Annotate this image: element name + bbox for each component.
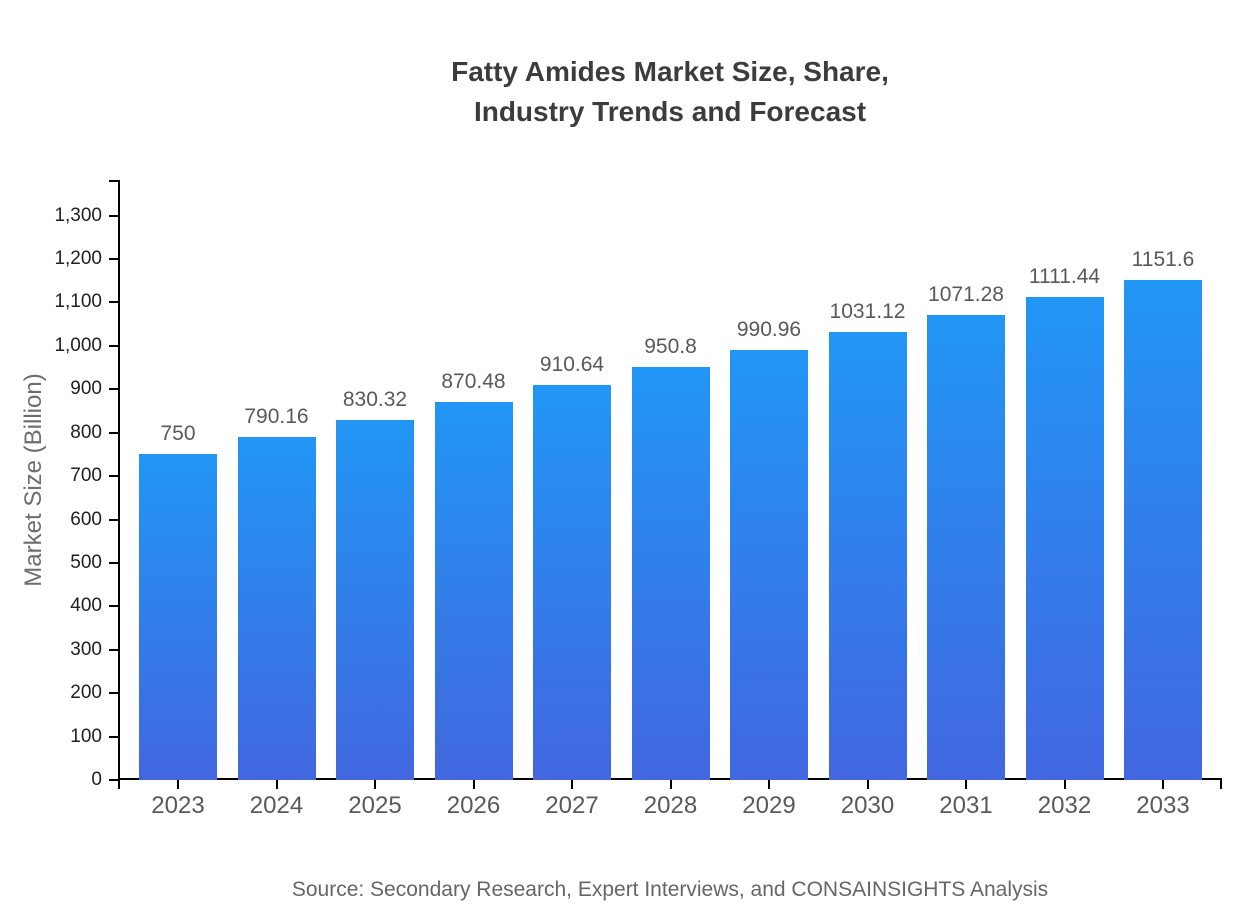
y-tick-mark	[109, 388, 118, 391]
y-tick-mark	[109, 518, 118, 521]
x-tick-mark-2023	[177, 780, 179, 789]
bar-2025[interactable]	[336, 419, 414, 780]
y-tick-mark	[109, 214, 118, 217]
bar-value-label-2031: 1071.28	[928, 282, 1004, 306]
y-axis-line	[118, 180, 120, 782]
bar-2027[interactable]	[533, 384, 611, 780]
y-axis-endcap-tick	[109, 180, 118, 182]
y-tick-mark	[109, 258, 118, 261]
bar-value-label-2026: 870.48	[441, 370, 506, 394]
y-tick-label: 600	[70, 508, 102, 530]
bar-value-label-2029: 990.96	[736, 317, 802, 341]
chart-title-line1: Fatty Amides Market Size, Share,	[451, 56, 889, 87]
bar-value-label-2027: 910.64	[539, 352, 605, 376]
y-tick-label: 500	[70, 551, 102, 573]
x-tick-mark-2033	[1162, 780, 1164, 789]
bar-value-label-2030: 1031.12	[829, 300, 906, 324]
chart-title-line2: Industry Trends and Forecast	[473, 96, 867, 127]
x-tick-mark-2028	[669, 780, 672, 789]
y-tick-label: 1,300	[54, 204, 102, 226]
bar-2033[interactable]	[1124, 280, 1202, 780]
y-tick-mark	[109, 561, 118, 564]
bar-value-label-2028: 950.8	[644, 335, 697, 359]
chart-title: Fatty Amides Market Size, Share, Industr…	[118, 52, 1222, 132]
x-tick-label-2032: 2032	[1037, 792, 1092, 819]
bar-value-label-2033: 1151.6	[1131, 248, 1195, 272]
bar-2030[interactable]	[828, 332, 907, 780]
bar-2031[interactable]	[927, 314, 1005, 780]
x-tick-label-2023: 2023	[151, 792, 205, 819]
bar-2026[interactable]	[434, 402, 513, 780]
y-tick-label: 300	[70, 638, 102, 660]
x-tick-mark-2031	[965, 780, 967, 789]
y-tick-mark	[109, 779, 118, 781]
y-tick-mark	[109, 301, 118, 304]
y-tick-mark	[109, 344, 118, 347]
x-tick-mark-2029	[768, 780, 770, 789]
y-tick-label: 1,000	[54, 334, 102, 356]
bar-value-label-2025: 830.32	[342, 387, 408, 411]
x-tick-label-2024: 2024	[249, 792, 304, 819]
x-tick-label-2026: 2026	[446, 792, 501, 819]
x-tick-label-2030: 2030	[840, 792, 895, 819]
y-tick-label: 900	[70, 378, 102, 400]
y-tick-mark	[109, 475, 118, 478]
x-tick-label-2031: 2031	[939, 792, 993, 819]
y-tick-mark	[109, 431, 118, 434]
y-tick-mark	[109, 735, 118, 738]
x-tick-mark-2024	[275, 780, 278, 789]
y-tick-label: 400	[70, 595, 102, 617]
bar-2023[interactable]	[139, 454, 217, 780]
bar-value-label-2032: 1111.44	[1028, 265, 1101, 289]
y-tick-mark	[109, 648, 118, 651]
bar-value-label-2023: 750	[160, 422, 196, 446]
y-tick-label: 800	[70, 421, 102, 443]
x-axis-origin-tick	[118, 780, 120, 789]
x-tick-mark-2026	[472, 780, 475, 789]
x-tick-label-2028: 2028	[643, 792, 698, 819]
x-tick-mark-2027	[571, 780, 573, 789]
source-note: Source: Secondary Research, Expert Inter…	[291, 878, 1049, 901]
plot-area: 0 100 200 300 400 500 600 700 800 900 1,000 1,100 1,…	[54, 180, 1222, 819]
x-tick-mark-2030	[866, 780, 869, 789]
y-tick-label: 200	[70, 682, 102, 704]
bar-value-label-2024: 790.16	[244, 404, 309, 428]
x-tick-mark-2032	[1063, 780, 1066, 789]
y-tick-label: 0	[91, 769, 102, 790]
x-tick-label-2027: 2027	[545, 792, 599, 819]
bar-2032[interactable]	[1025, 297, 1104, 780]
y-tick-label: 700	[70, 465, 102, 487]
y-tick-label: 100	[70, 725, 102, 747]
x-tick-label-2025: 2025	[348, 792, 402, 819]
x-axis-endcap-tick	[1220, 780, 1222, 789]
y-tick-mark	[109, 605, 118, 608]
x-tick-mark-2025	[374, 780, 376, 789]
bar-2028[interactable]	[631, 367, 710, 780]
bar-2024[interactable]	[237, 436, 316, 780]
y-tick-mark	[109, 692, 118, 695]
y-tick-label: 1,200	[54, 248, 102, 270]
y-tick-label: 1,100	[54, 291, 102, 313]
x-tick-label-2029: 2029	[742, 792, 796, 819]
x-tick-label-2033: 2033	[1136, 792, 1190, 819]
bar-2029[interactable]	[730, 349, 808, 780]
